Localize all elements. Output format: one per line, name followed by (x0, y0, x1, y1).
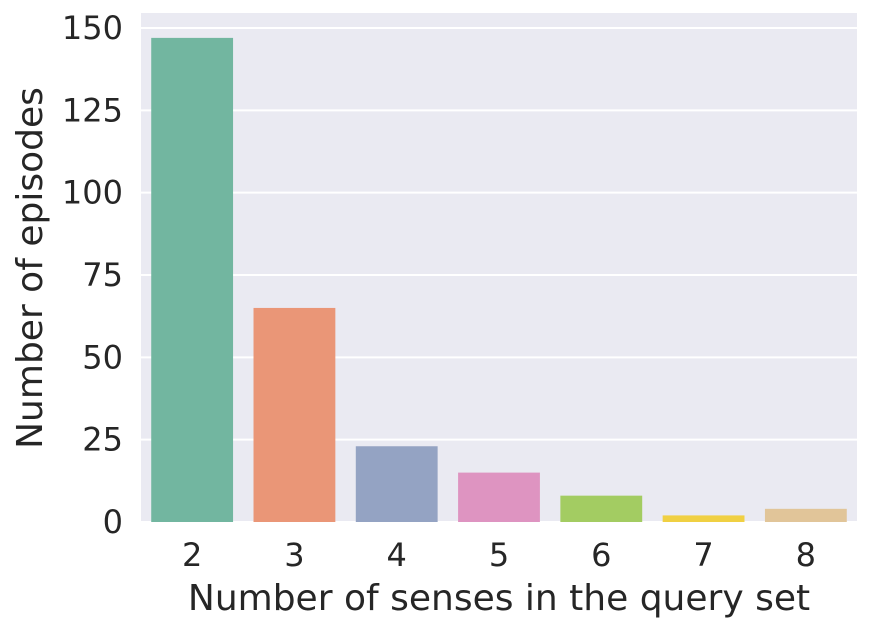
x-tick-label: 5 (489, 536, 509, 574)
y-axis-label: Number of episodes (10, 87, 51, 449)
bar-3 (253, 307, 336, 522)
y-tick-label: 75 (82, 256, 123, 294)
y-tick-label: 0 (103, 503, 123, 541)
x-tick-labels: 2 3 4 5 6 7 8 (182, 536, 816, 574)
bars (151, 37, 847, 522)
y-tick-label: 25 (82, 421, 123, 459)
x-tick-label: 7 (693, 536, 713, 574)
y-tick-label: 125 (62, 91, 123, 129)
x-axis-label: Number of senses in the query set (188, 578, 810, 619)
x-tick-label: 4 (387, 536, 407, 574)
bar-5 (458, 472, 540, 522)
bar-2 (151, 37, 234, 522)
y-tick-label: 50 (82, 338, 123, 376)
x-tick-label: 3 (284, 536, 304, 574)
bar-8 (764, 508, 847, 522)
y-tick-label: 150 (62, 9, 123, 47)
x-tick-label: 2 (182, 536, 202, 574)
bar-6 (560, 495, 643, 522)
bar-7 (662, 515, 745, 522)
x-tick-label: 8 (796, 536, 816, 574)
y-tick-labels: 0 25 50 75 100 125 150 (62, 9, 123, 541)
bar-4 (355, 446, 438, 522)
x-tick-label: 6 (591, 536, 611, 574)
y-tick-label: 100 (62, 174, 123, 212)
plot-area (141, 13, 857, 523)
